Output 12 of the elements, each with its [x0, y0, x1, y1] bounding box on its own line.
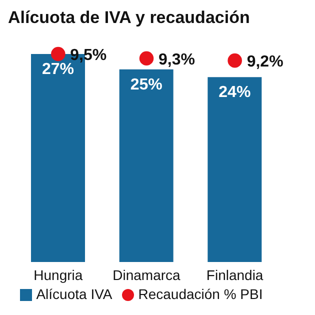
data-label: 9,3%	[158, 51, 195, 68]
chart-title: Alícuota de IVA y recaudación	[8, 8, 251, 28]
data-label: 25%	[130, 76, 162, 94]
data-label: 24%	[218, 84, 251, 102]
data-label: 9,2%	[246, 54, 284, 71]
legend-label: Recaudación % PBI	[138, 286, 263, 302]
data-label: 27%	[42, 61, 74, 78]
legend-label: Alícuota IVA	[36, 286, 112, 302]
x-tick-label: Dinamarca	[112, 266, 181, 283]
x-tick-label: Hungria	[34, 266, 83, 283]
x-tick-label: Finlandia	[206, 266, 264, 283]
data-label: 9,5%	[70, 47, 107, 64]
